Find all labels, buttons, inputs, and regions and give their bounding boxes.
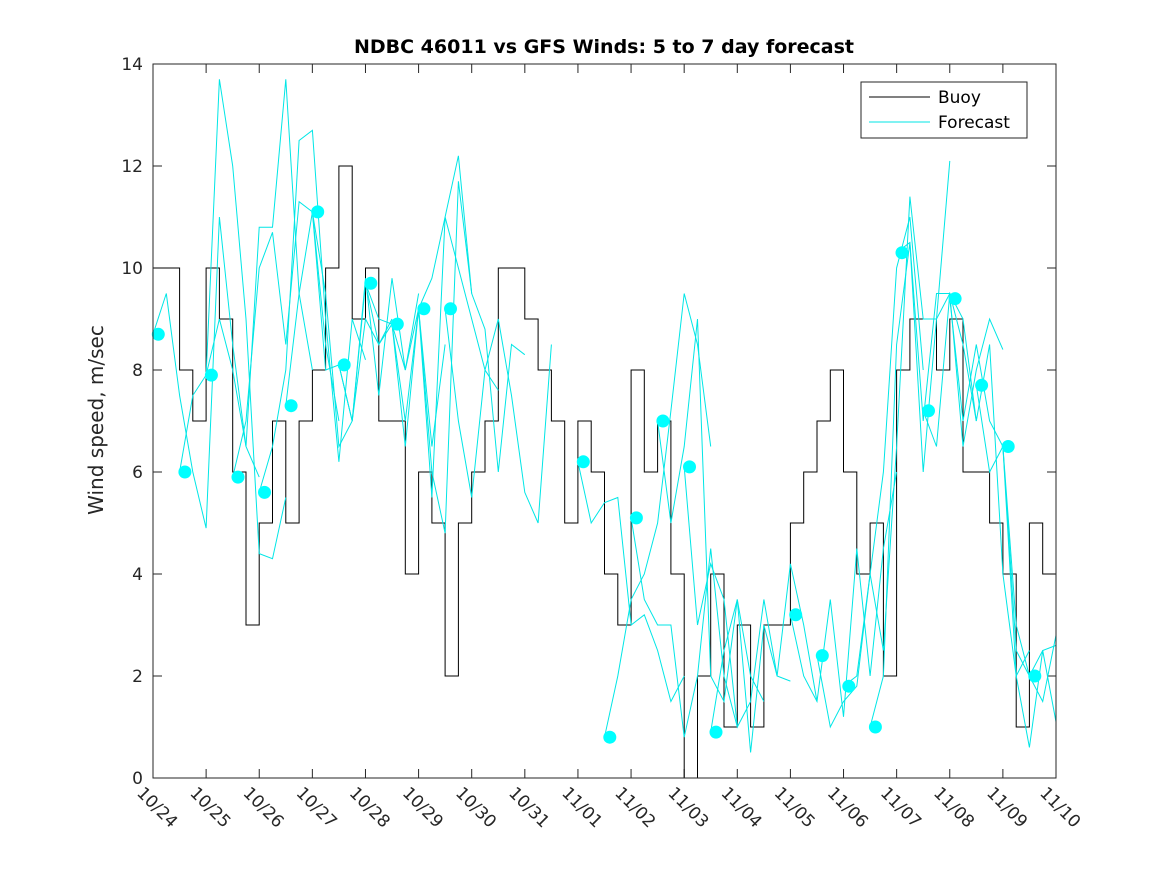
forecast-line <box>843 160 951 687</box>
forecast-marker <box>922 404 935 418</box>
forecast-line <box>285 211 393 449</box>
forecast-marker <box>1028 669 1042 683</box>
buoy-line <box>153 165 1056 779</box>
forecast-line <box>789 471 898 717</box>
y-tick-label: 0 <box>132 769 143 789</box>
forecast-marker <box>284 399 298 413</box>
forecast-marker <box>204 368 218 382</box>
y-tick-label: 4 <box>132 565 143 585</box>
y-tick-label: 2 <box>132 667 143 687</box>
forecast-line <box>152 216 260 529</box>
forecast-line <box>710 563 818 753</box>
forecast-line <box>391 216 499 498</box>
forecast-marker <box>364 276 378 290</box>
forecast-line <box>630 517 738 738</box>
legend-box <box>860 81 1028 139</box>
forecast-line <box>604 293 712 738</box>
forecast-marker <box>868 720 882 734</box>
y-tick-label: 12 <box>121 157 143 177</box>
forecast-marker <box>576 455 590 469</box>
forecast-marker <box>656 414 670 428</box>
forecast-marker <box>948 292 962 306</box>
forecast-line <box>922 291 1030 678</box>
forecast-marker <box>629 511 643 525</box>
forecast-marker <box>417 302 431 316</box>
forecast-line <box>179 79 287 560</box>
axes-box <box>152 63 1057 779</box>
forecast-marker <box>258 485 271 499</box>
forecast-line <box>683 466 791 729</box>
chart-title: NDBC 46011 vs GFS Winds: 5 to 7 day fore… <box>354 36 854 58</box>
buoy-series <box>153 165 1056 779</box>
forecast-marker <box>178 465 192 479</box>
forecast-marker <box>1001 440 1015 453</box>
legend-buoy-label: Buoy <box>938 88 981 108</box>
forecast-line <box>418 181 526 534</box>
forecast-marker <box>842 679 856 693</box>
y-tick-label: 10 <box>121 259 143 279</box>
y-tick-label: 14 <box>121 55 143 75</box>
forecast-line <box>232 200 340 478</box>
forecast-marker <box>337 358 351 372</box>
forecast-marker <box>231 470 245 484</box>
forecast-marker <box>151 327 165 341</box>
forecast-marker <box>311 205 325 219</box>
forecast-line <box>311 211 420 422</box>
forecast-marker <box>390 317 404 331</box>
forecast-line <box>869 242 977 728</box>
y-tick-label: 6 <box>132 463 143 483</box>
forecast-line <box>657 318 765 704</box>
forecast-marker <box>683 460 696 474</box>
forecast-marker <box>815 649 829 663</box>
forecast-line <box>577 461 685 703</box>
forecast-marker <box>895 246 909 260</box>
forecast-line <box>444 308 552 524</box>
forecast-markers <box>151 205 1042 744</box>
y-tick-label: 8 <box>132 361 143 381</box>
forecast-marker <box>709 725 723 739</box>
legend-forecast-label: Forecast <box>938 113 1010 133</box>
y-axis-label: Wind speed, m/sec <box>84 325 108 515</box>
plot-area <box>151 63 1057 779</box>
y-tick-labels: 0 2 4 6 8 10 12 14 <box>121 55 143 789</box>
forecast-marker <box>603 730 617 744</box>
legend: Buoy Forecast <box>860 81 1028 139</box>
forecast-marker <box>789 608 803 622</box>
forecast-marker <box>444 302 457 316</box>
forecast-marker <box>975 378 989 392</box>
